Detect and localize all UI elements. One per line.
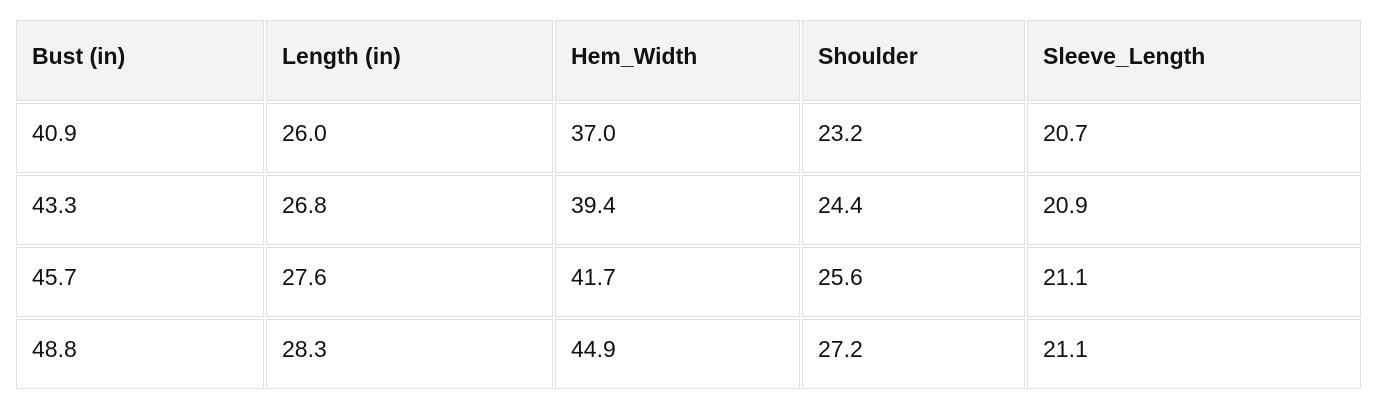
column-header-length: Length (in) <box>266 20 553 101</box>
table-cell: 27.2 <box>802 319 1025 389</box>
table-cell: 26.8 <box>266 175 553 245</box>
table-cell: 41.7 <box>555 247 800 317</box>
table-body: 40.9 26.0 37.0 23.2 20.7 43.3 26.8 39.4 … <box>16 103 1361 389</box>
table-row: 45.7 27.6 41.7 25.6 21.1 <box>16 247 1361 317</box>
table-cell: 20.9 <box>1027 175 1361 245</box>
table-row: 40.9 26.0 37.0 23.2 20.7 <box>16 103 1361 173</box>
header-row: Bust (in) Length (in) Hem_Width Shoulder… <box>16 20 1361 101</box>
table-cell: 25.6 <box>802 247 1025 317</box>
table-cell: 28.3 <box>266 319 553 389</box>
table-cell: 24.4 <box>802 175 1025 245</box>
table-cell: 20.7 <box>1027 103 1361 173</box>
table-cell: 45.7 <box>16 247 264 317</box>
table-cell: 21.1 <box>1027 319 1361 389</box>
measurements-table: Bust (in) Length (in) Hem_Width Shoulder… <box>14 18 1363 391</box>
table-cell: 43.3 <box>16 175 264 245</box>
table-cell: 39.4 <box>555 175 800 245</box>
table-row: 43.3 26.8 39.4 24.4 20.9 <box>16 175 1361 245</box>
table-cell: 27.6 <box>266 247 553 317</box>
column-header-sleeve-length: Sleeve_Length <box>1027 20 1361 101</box>
table-cell: 44.9 <box>555 319 800 389</box>
table-cell: 48.8 <box>16 319 264 389</box>
table-cell: 21.1 <box>1027 247 1361 317</box>
column-header-shoulder: Shoulder <box>802 20 1025 101</box>
table-header: Bust (in) Length (in) Hem_Width Shoulder… <box>16 20 1361 101</box>
table-cell: 26.0 <box>266 103 553 173</box>
table-row: 48.8 28.3 44.9 27.2 21.1 <box>16 319 1361 389</box>
column-header-bust: Bust (in) <box>16 20 264 101</box>
column-header-hem-width: Hem_Width <box>555 20 800 101</box>
table-cell: 40.9 <box>16 103 264 173</box>
table-cell: 23.2 <box>802 103 1025 173</box>
table-cell: 37.0 <box>555 103 800 173</box>
